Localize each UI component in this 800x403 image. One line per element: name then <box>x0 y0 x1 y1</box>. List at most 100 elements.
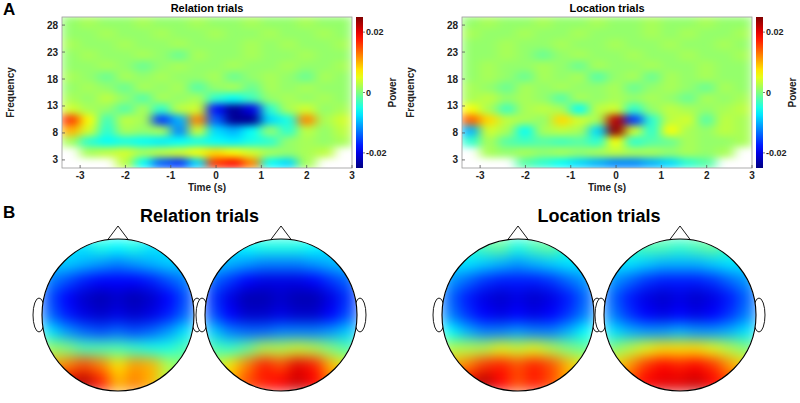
x-tick-label: 0 <box>613 170 619 181</box>
y-axis-label: Frequency <box>405 67 416 118</box>
topomap-cell <box>238 272 256 290</box>
heatmap-cell <box>697 70 716 82</box>
topomap-cell <box>671 289 689 307</box>
heatmap-cell <box>207 157 226 168</box>
topomap-cell <box>306 255 324 273</box>
topomap-cell <box>492 306 510 324</box>
heatmap-cell <box>498 49 517 61</box>
group-title: Relation trials <box>140 206 259 226</box>
heatmap-cell <box>98 38 117 50</box>
heatmap-cell <box>188 70 207 82</box>
heatmap-cell <box>480 70 499 82</box>
heatmap-cell <box>116 92 135 104</box>
heatmap-cell <box>498 70 517 82</box>
topomap-cell <box>306 289 324 307</box>
topomap-cell <box>509 374 527 392</box>
topomap-cell <box>255 306 273 324</box>
topomap-cell <box>289 323 307 341</box>
heatmap-cell <box>315 38 334 50</box>
heatmap-cell <box>625 70 644 82</box>
topomap-cell <box>637 357 655 375</box>
heatmap-cell <box>62 81 81 93</box>
heatmap-cell <box>625 114 644 126</box>
heatmap-cell <box>516 157 535 168</box>
heatmap-cell <box>152 27 171 39</box>
topomap-cell <box>671 272 689 290</box>
heatmap-cell <box>715 124 734 136</box>
heatmap-cell <box>80 92 99 104</box>
x-tick <box>661 165 662 168</box>
topomap-cell <box>75 255 93 273</box>
heatmap-cell <box>333 38 352 50</box>
heatmap-cell <box>607 81 626 93</box>
y-tick <box>62 79 65 80</box>
heatmap-cell <box>516 146 535 158</box>
heatmap-cell <box>152 49 171 61</box>
cells <box>462 17 752 168</box>
topomap-cell <box>543 255 561 273</box>
heatmap-cell <box>607 114 626 126</box>
heatmap-cell <box>643 157 662 168</box>
topomap-cell <box>560 306 578 324</box>
heatmap-cell <box>170 17 189 28</box>
heatmap-cell <box>661 114 680 126</box>
heatmap-cell <box>697 103 716 115</box>
heatmap-cell <box>588 27 607 39</box>
heatmap-cell <box>279 49 298 61</box>
heatmap-cell <box>170 92 189 104</box>
heatmap-cell <box>552 157 571 168</box>
heatmap-cell <box>261 135 280 147</box>
heatmap-cell <box>552 49 571 61</box>
topomap-cell <box>654 289 672 307</box>
topomap-cell <box>604 306 622 324</box>
heatmap-cell <box>588 114 607 126</box>
topomap-cell <box>492 340 510 358</box>
heatmap-cell <box>733 27 752 39</box>
heatmap-cell <box>552 103 571 115</box>
topomap-cell <box>620 323 638 341</box>
heatmap-chart: Relation trials-3-2-101233813182328Time … <box>5 2 398 193</box>
heatmap-cell <box>297 27 316 39</box>
heatmap-cell <box>134 103 153 115</box>
heatmap-cell <box>315 135 334 147</box>
heatmap-cell <box>62 70 81 82</box>
topomap-cell <box>577 306 595 324</box>
heatmap-cell <box>170 124 189 136</box>
heatmap-cell <box>570 38 589 50</box>
topomap <box>595 226 765 392</box>
topomap-cell <box>560 323 578 341</box>
heatmap-cell <box>279 81 298 93</box>
heatmap-cell <box>243 157 262 168</box>
heatmap-cell <box>697 60 716 72</box>
chart-title: Relation trials <box>171 2 244 14</box>
heatmap-cell <box>552 70 571 82</box>
topomap-cell <box>42 306 60 324</box>
y-tick <box>62 52 65 53</box>
x-tick-label: 2 <box>304 170 310 181</box>
heatmap-cell <box>225 157 244 168</box>
topomap-cell <box>637 340 655 358</box>
head-outline <box>42 239 194 391</box>
colorbar-tick <box>363 32 365 33</box>
heatmap-cell <box>315 103 334 115</box>
topomap-cell <box>272 255 290 273</box>
topomap-cell <box>560 340 578 358</box>
topomap-group: Location trials <box>433 206 765 392</box>
heatmap-cell <box>733 92 752 104</box>
heatmap-cell <box>188 81 207 93</box>
heatmap-cell <box>643 103 662 115</box>
heatmap-cell <box>80 49 99 61</box>
heatmap-cell <box>279 135 298 147</box>
heatmap-cell <box>661 124 680 136</box>
heatmap-cell <box>315 27 334 39</box>
heatmap-cell <box>243 114 262 126</box>
heatmap-cell <box>152 124 171 136</box>
plot-background <box>62 17 352 168</box>
heatmap-cell <box>588 38 607 50</box>
heatmap-cell <box>715 60 734 72</box>
x-tick <box>752 165 753 168</box>
topomap-cell <box>272 272 290 290</box>
topomap-cell <box>458 272 476 290</box>
heatmap-cell <box>261 92 280 104</box>
heatmap-cell <box>516 27 535 39</box>
